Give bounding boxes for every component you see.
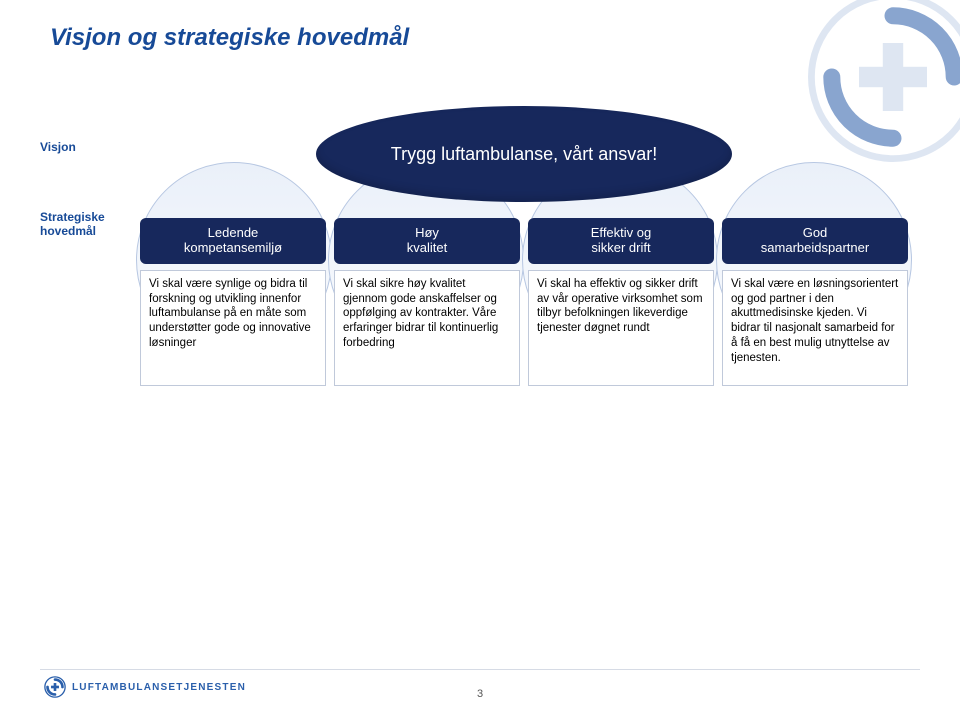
pillar-body-3: Vi skal ha effektiv og sikker drift av v… bbox=[528, 270, 714, 386]
pillar-head-3-l2: sikker drift bbox=[591, 240, 650, 255]
pillar-head-3-l1: Effektiv og bbox=[591, 225, 651, 240]
pillar-head-1: Ledende kompetansemiljø bbox=[140, 218, 326, 264]
side-label-hovedmal: Strategiske hovedmål bbox=[40, 210, 134, 239]
vision-text: Trygg luftambulanse, vårt ansvar! bbox=[391, 144, 657, 165]
pillar-head-4-l1: God bbox=[803, 225, 828, 240]
side-label-vision: Visjon bbox=[40, 140, 134, 154]
brand-logo-icon bbox=[44, 676, 66, 698]
vision-ellipse: Trygg luftambulanse, vårt ansvar! bbox=[316, 106, 732, 202]
pillar-head-2: Høy kvalitet bbox=[334, 218, 520, 264]
pillar-head-4-l2: samarbeidspartner bbox=[761, 240, 869, 255]
footer-brand: LUFTAMBULANSETJENESTEN bbox=[44, 676, 246, 698]
page-number: 3 bbox=[477, 688, 483, 700]
pillar-head-3: Effektiv og sikker drift bbox=[528, 218, 714, 264]
brand-name: LUFTAMBULANSETJENESTEN bbox=[72, 682, 246, 693]
pillar-body-2: Vi skal sikre høy kvalitet gjennom gode … bbox=[334, 270, 520, 386]
page-title: Visjon og strategiske hovedmål bbox=[50, 24, 409, 52]
pillar-head-2-l1: Høy bbox=[415, 225, 439, 240]
side-label-hovedmal-l2: hovedmål bbox=[40, 224, 96, 238]
pillar-head-4: God samarbeidspartner bbox=[722, 218, 908, 264]
footer-rule bbox=[40, 669, 920, 670]
side-label-hovedmal-l1: Strategiske bbox=[40, 210, 105, 224]
pillar-body-4: Vi skal være en løsningsorientert og god… bbox=[722, 270, 908, 386]
pillar-body-1: Vi skal være synlige og bidra til forskn… bbox=[140, 270, 326, 386]
pillar-head-1-l2: kompetansemiljø bbox=[184, 240, 282, 255]
pillar-head-1-l1: Ledende bbox=[208, 225, 259, 240]
pillar-head-2-l2: kvalitet bbox=[407, 240, 447, 255]
diagram-stage: Visjon Strategiske hovedmål Trygg luftam… bbox=[40, 104, 910, 424]
